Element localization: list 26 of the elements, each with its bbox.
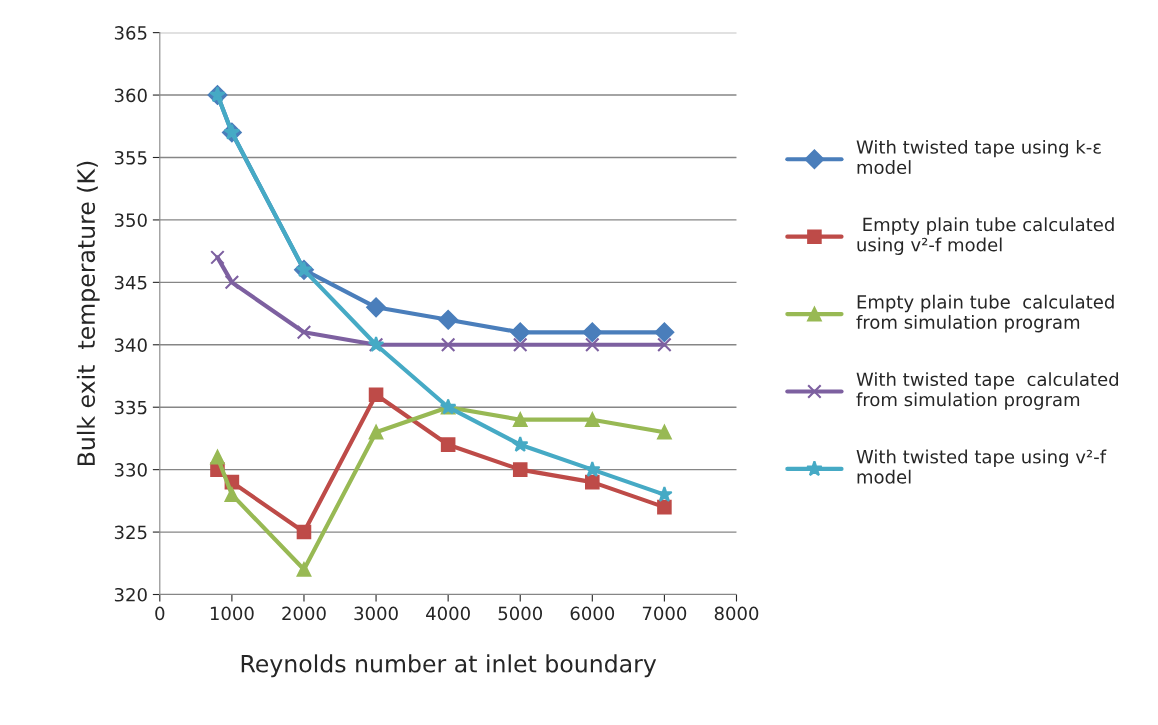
y-tick-label: 365 (114, 26, 147, 40)
x-tick-label: 3000 (354, 606, 398, 621)
y-tick-label: 350 (114, 213, 147, 228)
y-tick-label: 340 (114, 338, 147, 352)
y-tick-label: 360 (114, 88, 147, 103)
legend-label: With twisted tape using k-ε model (856, 139, 1101, 175)
x-tick-label: 7000 (642, 606, 687, 621)
legend-label: With twisted tape calculated from simulation program (856, 372, 1118, 410)
y-tick-label: 355 (114, 150, 147, 165)
x-tick-label: 5000 (498, 606, 543, 621)
x-axis-title: Reynolds number at inlet boundary (241, 654, 657, 678)
x-tick-label: 6000 (570, 606, 615, 621)
x-tick-label: 8000 (714, 606, 759, 621)
legend-label: Empty plain tube calculated using v²-f model (857, 217, 1114, 255)
legend-label: With twisted tape using v²-f model (856, 449, 1107, 484)
x-tick-label: 0 (155, 606, 165, 621)
y-tick-label: 330 (114, 463, 147, 477)
y-tick-label: 320 (114, 587, 147, 602)
y-tick-label: 325 (114, 525, 147, 540)
legend-label: Empty plain tube calculated from simulation program (856, 294, 1114, 333)
y-tick-label: 345 (114, 275, 147, 290)
y-axis-title: Bulk exit temperature (K) (76, 161, 100, 466)
x-tick-label: 2000 (282, 606, 326, 621)
y-tick-label: 335 (114, 400, 147, 415)
x-tick-label: 4000 (426, 606, 470, 621)
x-tick-label: 1000 (210, 606, 254, 621)
